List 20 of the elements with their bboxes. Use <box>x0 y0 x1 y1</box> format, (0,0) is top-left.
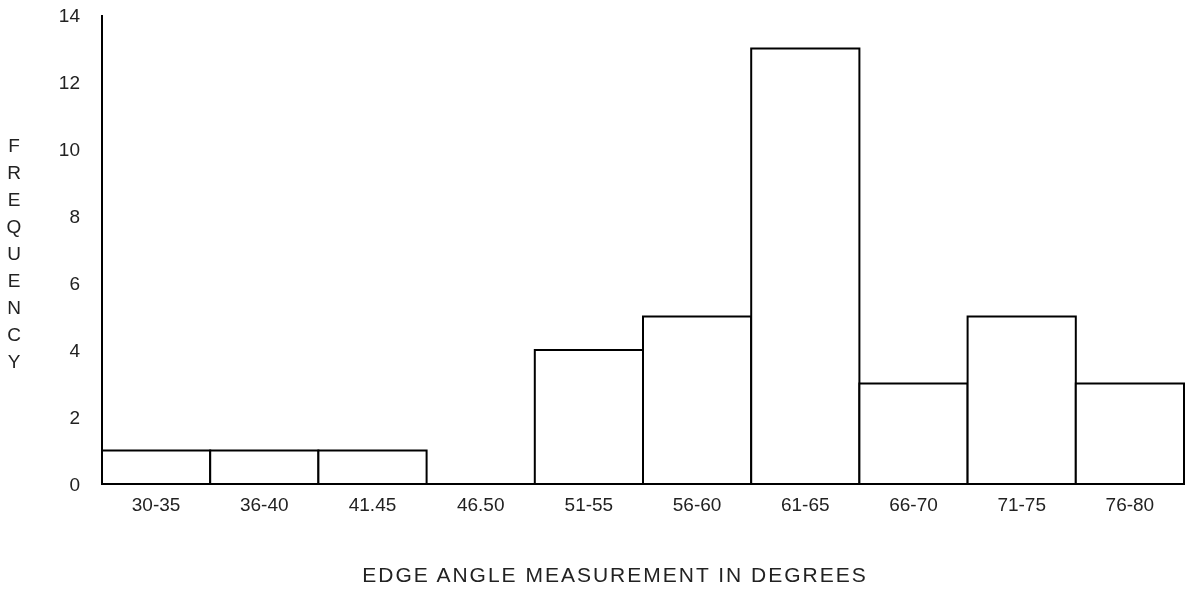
x-tick-label: 41.45 <box>348 494 397 515</box>
x-tick-label: 76-80 <box>1105 494 1155 515</box>
y-tick-label: 4 <box>69 339 81 361</box>
x-tick-label: 71-75 <box>997 494 1046 515</box>
y-tick-label: 10 <box>58 138 80 160</box>
text: FREQUENCY <box>6 135 22 372</box>
y-tick-label: 0 <box>69 473 80 495</box>
x-tick-label: 30-35 <box>131 494 181 515</box>
x-tick-label: 66-70 <box>889 494 938 515</box>
y-tick-label: 8 <box>69 205 80 227</box>
x-tick-label: 46.50 <box>456 494 505 515</box>
y-tick-label: 6 <box>69 272 80 294</box>
y-tick-label: 14 <box>58 4 81 26</box>
y-tick-label: 12 <box>58 71 80 93</box>
x-tick-label: 56-60 <box>672 494 722 515</box>
x-axis-title: EDGE ANGLE MEASUREMENT IN DEGREES <box>362 563 868 586</box>
y-tick-label: 2 <box>69 406 80 428</box>
x-tick-label: 51-55 <box>564 494 614 515</box>
x-tick-label: 61-65 <box>781 494 830 515</box>
x-tick-label: 36-40 <box>240 494 289 515</box>
